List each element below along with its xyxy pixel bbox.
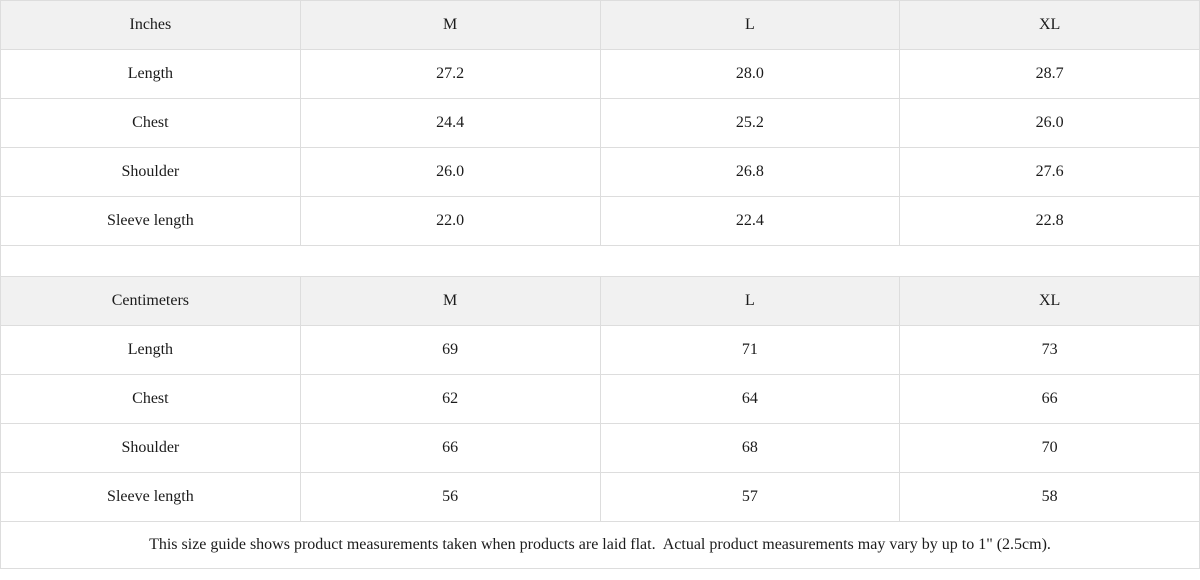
value-cell: 70: [899, 423, 1200, 473]
footnote-row: This size guide shows product measuremen…: [0, 521, 1200, 569]
value-cell: 26.0: [899, 98, 1200, 148]
value-cell: 25.2: [599, 98, 901, 148]
table-row: Chest 24.4 25.2 26.0: [0, 98, 1200, 148]
value-cell: 62: [299, 374, 601, 424]
size-header-cell: L: [599, 276, 901, 326]
inches-header-row: Inches M L XL: [0, 0, 1200, 50]
spacer-cell: [0, 245, 1200, 277]
value-cell: 68: [599, 423, 901, 473]
row-label-cell: Sleeve length: [0, 196, 301, 246]
size-header-cell: M: [299, 276, 601, 326]
value-cell: 64: [599, 374, 901, 424]
spacer-row: [0, 245, 1200, 277]
unit-header-cell: Centimeters: [0, 276, 301, 326]
footnote: This size guide shows product measuremen…: [0, 521, 1200, 569]
table-row: Length 69 71 73: [0, 325, 1200, 375]
row-label-cell: Sleeve length: [0, 472, 301, 522]
table-row: Shoulder 66 68 70: [0, 423, 1200, 473]
value-cell: 22.4: [599, 196, 901, 246]
row-label-cell: Length: [0, 49, 301, 99]
table-row: Sleeve length 56 57 58: [0, 472, 1200, 522]
value-cell: 66: [899, 374, 1200, 424]
row-label-cell: Shoulder: [0, 147, 301, 197]
value-cell: 26.0: [299, 147, 601, 197]
value-cell: 27.2: [299, 49, 601, 99]
size-header-cell: M: [299, 0, 601, 50]
table-row: Sleeve length 22.0 22.4 22.8: [0, 196, 1200, 246]
value-cell: 24.4: [299, 98, 601, 148]
value-cell: 26.8: [599, 147, 901, 197]
centimeters-header-row: Centimeters M L XL: [0, 276, 1200, 326]
unit-header-cell: Inches: [0, 0, 301, 50]
value-cell: 73: [899, 325, 1200, 375]
row-label-cell: Chest: [0, 98, 301, 148]
row-label-cell: Shoulder: [0, 423, 301, 473]
value-cell: 22.8: [899, 196, 1200, 246]
value-cell: 58: [899, 472, 1200, 522]
value-cell: 28.0: [599, 49, 901, 99]
value-cell: 56: [299, 472, 601, 522]
value-cell: 28.7: [899, 49, 1200, 99]
table-row: Shoulder 26.0 26.8 27.6: [0, 147, 1200, 197]
row-label-cell: Length: [0, 325, 301, 375]
size-header-cell: XL: [899, 0, 1200, 50]
table-row: Chest 62 64 66: [0, 374, 1200, 424]
size-header-cell: XL: [899, 276, 1200, 326]
table-row: Length 27.2 28.0 28.7: [0, 49, 1200, 99]
value-cell: 69: [299, 325, 601, 375]
value-cell: 71: [599, 325, 901, 375]
value-cell: 57: [599, 472, 901, 522]
value-cell: 66: [299, 423, 601, 473]
value-cell: 22.0: [299, 196, 601, 246]
value-cell: 27.6: [899, 147, 1200, 197]
row-label-cell: Chest: [0, 374, 301, 424]
size-header-cell: L: [599, 0, 901, 50]
